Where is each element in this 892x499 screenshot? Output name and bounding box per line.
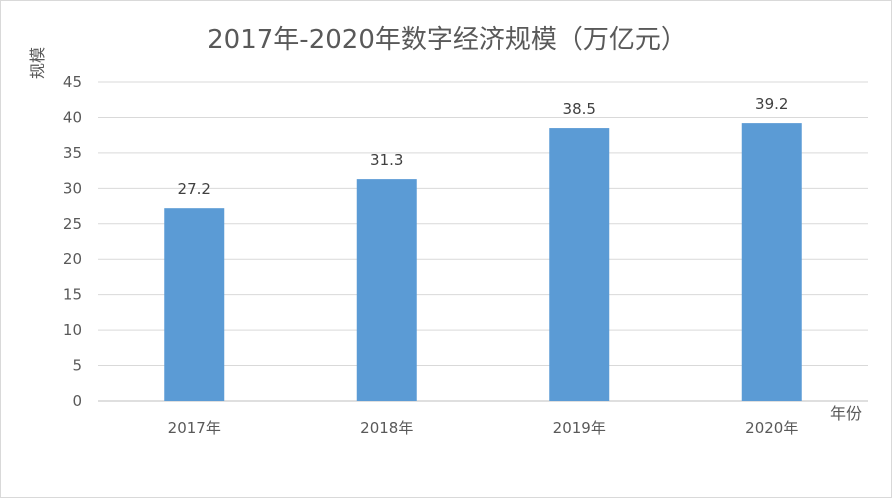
y-tick-label: 20 xyxy=(63,250,82,268)
y-tick-label: 45 xyxy=(63,73,82,91)
y-tick-label: 0 xyxy=(72,392,82,410)
x-axis-label: 年份 xyxy=(830,404,862,423)
data-label: 27.2 xyxy=(178,180,211,198)
y-tick-label: 5 xyxy=(72,357,82,375)
bar xyxy=(356,179,417,401)
bar xyxy=(164,208,225,401)
data-label: 39.2 xyxy=(755,95,788,113)
y-tick-label: 15 xyxy=(63,286,82,304)
chart-title: 2017年-2020年数字经济规模（万亿元） xyxy=(207,25,687,55)
y-tick-label: 35 xyxy=(63,144,82,162)
x-tick-label: 2017年 xyxy=(168,419,221,437)
y-tick-label: 30 xyxy=(63,179,82,197)
x-tick-labels: 2017年 2018年 2019年 2020年 xyxy=(168,419,799,437)
y-tick-label: 40 xyxy=(63,108,82,126)
gridlines xyxy=(98,81,868,402)
bar xyxy=(741,123,802,402)
y-tick-label: 10 xyxy=(63,321,82,339)
x-tick-label: 2018年 xyxy=(360,419,413,437)
data-label: 31.3 xyxy=(370,151,403,169)
data-label: 38.5 xyxy=(563,100,596,118)
bar xyxy=(549,128,610,402)
x-tick-label: 2020年 xyxy=(745,419,798,437)
bars xyxy=(164,123,802,402)
y-tick-labels: 0 5 10 15 20 25 30 35 40 45 xyxy=(63,73,82,410)
x-tick-label: 2019年 xyxy=(553,419,606,437)
y-tick-label: 25 xyxy=(63,215,82,233)
data-labels: 27.2 31.3 38.5 39.2 xyxy=(178,95,789,198)
y-axis-label: 规模 xyxy=(28,47,47,79)
